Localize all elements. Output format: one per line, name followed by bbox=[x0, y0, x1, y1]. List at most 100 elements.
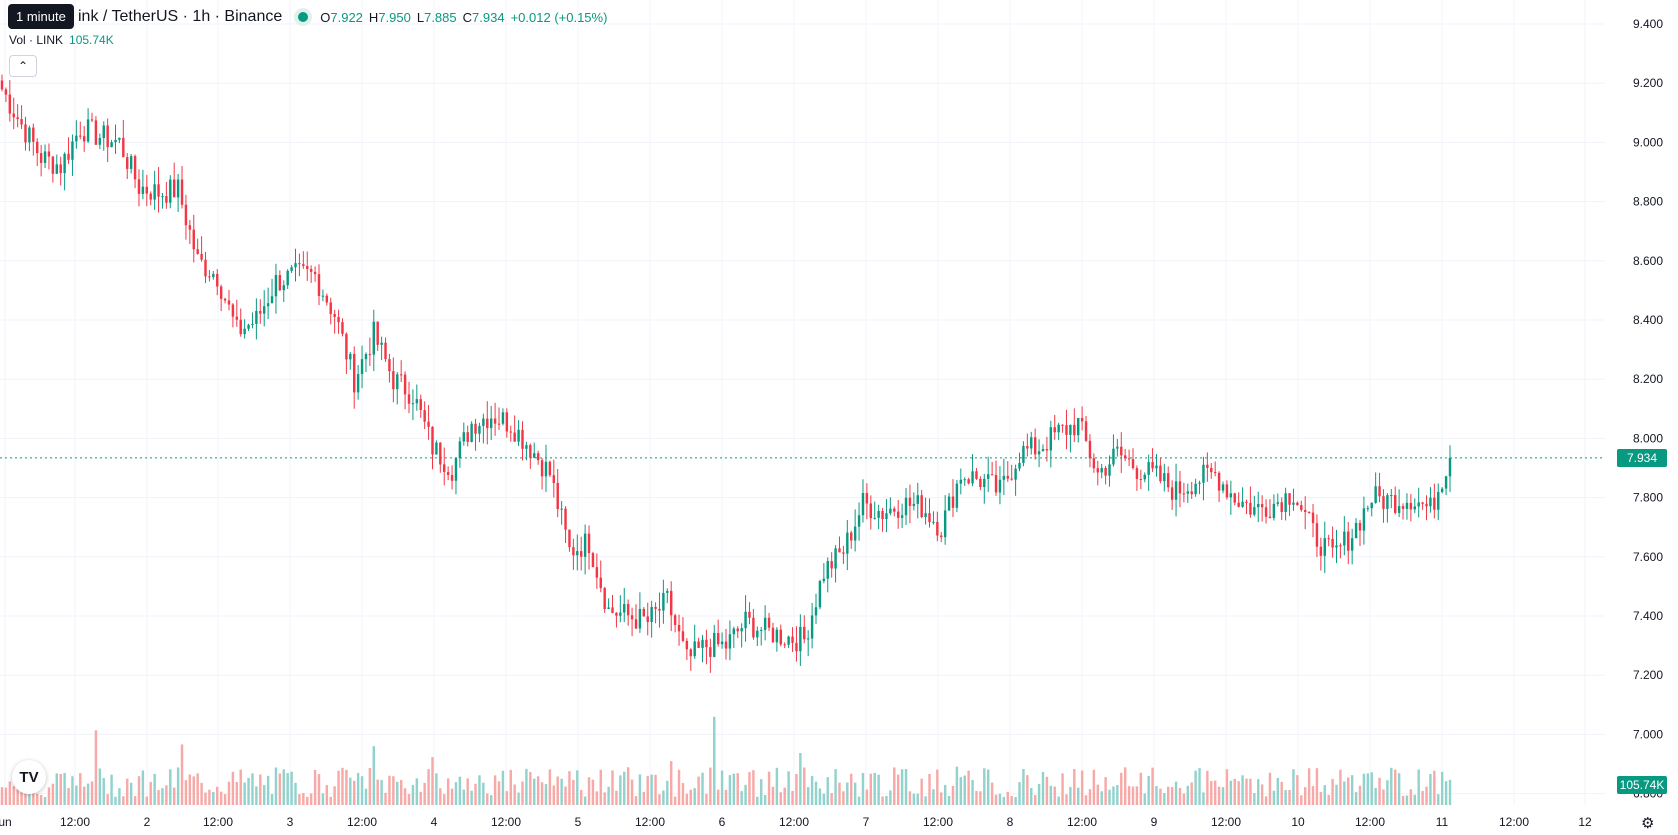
volume-bar bbox=[983, 768, 986, 805]
candle-body bbox=[364, 354, 368, 360]
volume-bar bbox=[114, 796, 117, 805]
candle-body bbox=[43, 151, 47, 163]
candle-body bbox=[392, 371, 395, 390]
candle-body bbox=[1178, 481, 1182, 494]
candle-body bbox=[885, 513, 888, 520]
candle-body bbox=[1217, 472, 1221, 491]
candle-body bbox=[818, 581, 822, 608]
candle-body bbox=[403, 374, 407, 395]
volume-bar bbox=[1358, 785, 1362, 805]
volume-bar bbox=[552, 785, 556, 805]
candle-body bbox=[110, 142, 113, 148]
candle-body bbox=[603, 588, 606, 609]
volume-bar bbox=[1170, 787, 1174, 805]
volume-bar bbox=[658, 794, 661, 805]
candle-body bbox=[274, 275, 278, 297]
time-tick-label: 12:00 bbox=[1499, 815, 1529, 829]
volume-bar bbox=[619, 775, 622, 805]
candle-body bbox=[360, 359, 364, 375]
volume-bar bbox=[1123, 767, 1127, 805]
volume-bar bbox=[1006, 791, 1009, 805]
volume-bar bbox=[1194, 770, 1197, 805]
volume-bar bbox=[294, 782, 297, 805]
volume-bar bbox=[1159, 788, 1162, 805]
candle-body bbox=[1229, 493, 1233, 498]
candle-body bbox=[556, 482, 559, 510]
candle-body bbox=[141, 186, 145, 194]
volume-bar bbox=[161, 788, 164, 805]
volume-bar bbox=[141, 770, 145, 805]
candle-body bbox=[36, 141, 39, 154]
volume-bar bbox=[920, 778, 923, 805]
volume-bar bbox=[1260, 784, 1264, 805]
candle-body bbox=[548, 461, 552, 476]
candle-body bbox=[28, 127, 31, 143]
volume-bar bbox=[1296, 775, 1299, 805]
candle-body bbox=[990, 474, 994, 476]
volume-bar bbox=[59, 774, 62, 805]
volume-bar bbox=[333, 786, 336, 805]
candle-body bbox=[630, 615, 634, 620]
candle-body bbox=[349, 354, 352, 360]
candle-body bbox=[568, 529, 571, 548]
volume-bar bbox=[529, 772, 532, 805]
candle-body bbox=[1108, 464, 1111, 476]
candle-body bbox=[513, 432, 516, 442]
volume-bar bbox=[583, 796, 587, 805]
volume-bar bbox=[1213, 780, 1217, 805]
candle-body bbox=[576, 551, 579, 556]
candle-body bbox=[239, 319, 242, 335]
gear-icon[interactable]: ⚙ bbox=[1641, 815, 1655, 832]
volume-bar bbox=[634, 796, 638, 805]
volume-legend[interactable]: Vol · LINK 105.74K bbox=[9, 33, 114, 47]
candle-body bbox=[1272, 503, 1276, 519]
volume-bar bbox=[623, 771, 626, 805]
candle-body bbox=[266, 303, 270, 307]
volume-bar bbox=[756, 796, 759, 805]
candle-body bbox=[180, 179, 184, 205]
candle-body bbox=[388, 359, 391, 372]
volume-bar bbox=[1069, 787, 1072, 805]
volume-bar bbox=[771, 786, 775, 805]
candle-body bbox=[842, 552, 845, 554]
chevron-up-icon[interactable]: ⌃ bbox=[9, 55, 37, 77]
price-tick-label: 8.000 bbox=[1633, 431, 1663, 445]
candle-body bbox=[1268, 516, 1272, 519]
volume-bar bbox=[1037, 783, 1041, 805]
volume-bar bbox=[298, 794, 301, 805]
candle-body bbox=[419, 399, 422, 411]
candle-body bbox=[763, 617, 767, 630]
candle-body bbox=[216, 273, 219, 287]
symbol-title[interactable]: ink / TetherUS · 1h · Binance bbox=[78, 8, 283, 25]
volume-bar bbox=[1343, 781, 1346, 805]
volume-bar bbox=[1323, 785, 1326, 805]
volume-bar bbox=[1080, 770, 1084, 805]
candle-body bbox=[1174, 481, 1178, 500]
candle-body bbox=[943, 510, 947, 538]
volume-bar bbox=[666, 780, 669, 805]
volume-bar bbox=[1257, 779, 1260, 805]
market-status-icon[interactable] bbox=[298, 12, 309, 22]
volume-bar bbox=[1268, 772, 1272, 805]
price-axis[interactable]: 9.400 9.200 9.000 8.800 8.600 8.400 8.200 8.000… bbox=[1633, 17, 1663, 801]
volume-bar bbox=[1292, 769, 1295, 805]
tradingview-logo-icon[interactable]: TV bbox=[12, 760, 46, 794]
candle-body bbox=[748, 611, 751, 618]
candle-body bbox=[857, 515, 861, 527]
candle-body bbox=[1444, 476, 1448, 489]
volume-value: 105.74K bbox=[69, 33, 114, 47]
candle-body bbox=[830, 561, 833, 569]
candle-body bbox=[979, 478, 982, 488]
candle-body bbox=[1143, 474, 1146, 480]
candle-body bbox=[399, 374, 403, 376]
volume-bar bbox=[1135, 786, 1139, 805]
volume-bar bbox=[626, 767, 630, 805]
volume-bar bbox=[591, 779, 595, 805]
time-axis[interactable]: un 12:00 2 12:00 3 12:00 4 12:00 5 12:00 6 12:00 7 12… bbox=[0, 815, 1592, 829]
volume-bar bbox=[192, 776, 195, 805]
volume-bar bbox=[881, 796, 884, 805]
candle-body bbox=[278, 275, 282, 291]
volume-bar bbox=[744, 784, 747, 805]
volume-bar bbox=[47, 787, 51, 805]
